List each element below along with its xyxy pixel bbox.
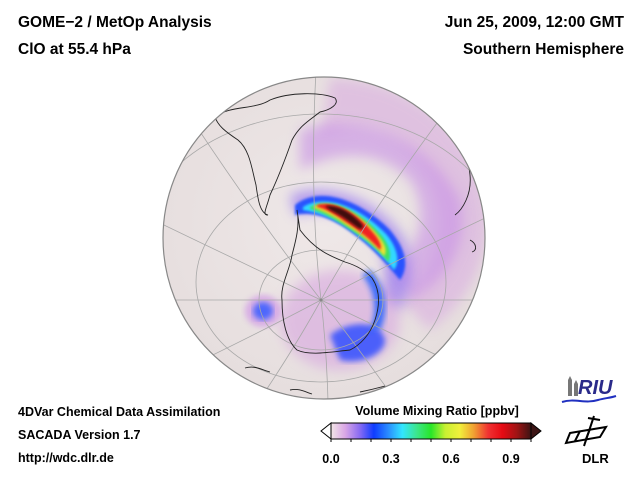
colorbar-tick-label: 0.9	[502, 452, 520, 466]
coastline-island	[469, 239, 477, 253]
meridian-line	[320, 149, 485, 301]
product-title: GOME−2 / MetOp Analysis	[18, 14, 212, 31]
colorbar-ticks	[330, 439, 532, 442]
footer-line-2: SACADA Version 1.7	[18, 428, 141, 442]
coastline-australia	[289, 389, 313, 395]
coastline-australia-east	[359, 385, 386, 393]
meridian-line	[313, 77, 322, 301]
field-peninsula-blue	[330, 324, 385, 362]
meridian-line	[320, 299, 329, 399]
colorbar-tick-label: 0.6	[442, 452, 460, 466]
globe-outline	[162, 76, 486, 400]
coastline-antarctica	[281, 209, 379, 354]
arc-max-darkred	[325, 205, 363, 229]
footer-link[interactable]: http://wdc.dlr.de	[18, 451, 114, 465]
colorbar-extend-max	[530, 421, 542, 441]
river-wave-icon	[561, 395, 617, 403]
coastlines	[214, 93, 477, 395]
dlr-logo-text: DLR	[582, 451, 609, 466]
field-band-inner	[290, 190, 411, 310]
footer-line-1: 4DVar Chemical Data Assimilation	[18, 405, 221, 419]
coastline-nz	[244, 366, 271, 373]
cathedral-icon	[568, 376, 578, 396]
riu-logo: RIU	[561, 376, 617, 403]
riu-logo-text: RIU	[578, 377, 613, 399]
meridian-line	[163, 299, 322, 399]
latitude-circle	[195, 181, 447, 383]
species-level-title: ClO at 55.4 hPa	[18, 41, 131, 58]
colorbar-tick-label: 0.3	[382, 452, 400, 466]
colorbar-tick-label: 0.0	[322, 452, 340, 466]
date-time-title: Jun 25, 2009, 12:00 GMT	[444, 14, 624, 31]
meridian-line	[320, 299, 485, 399]
south-pole-marker	[319, 298, 323, 302]
latitude-circle	[163, 113, 485, 399]
field-band-mid	[300, 123, 463, 300]
dlr-logo	[564, 415, 608, 447]
field-edge-blue	[362, 270, 386, 330]
hemisphere-title: Southern Hemisphere	[462, 41, 624, 58]
coastline-south-america	[214, 93, 337, 216]
field-west-patch-inner	[253, 302, 273, 320]
colorbar-title: Volume Mixing Ratio [ppbv]	[355, 404, 519, 418]
